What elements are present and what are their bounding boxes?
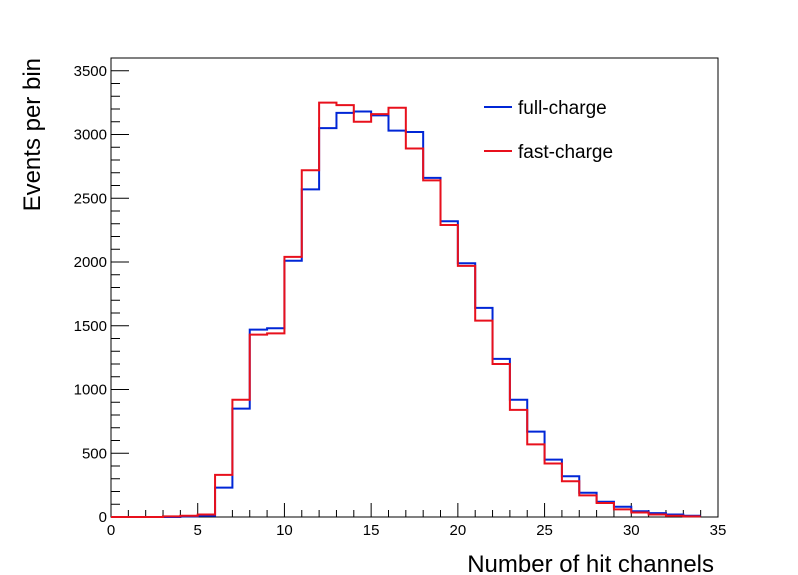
legend-label-fast-charge: fast-charge [518,142,613,163]
x-tick-label: 35 [710,522,727,539]
series-fast-charge-line [111,101,701,518]
y-tick-label: 500 [82,445,107,462]
y-tick-label: 3000 [74,127,107,144]
x-tick-label: 10 [276,522,293,539]
series-group [111,101,701,518]
x-tick-label: 25 [536,522,553,539]
x-axis-title: Number of hit channels [467,551,714,575]
y-axis: 0 500 1000 1500 2000 2500 3000 3500 [74,57,129,526]
y-tick-label: 0 [99,509,107,526]
y-tick-label: 3500 [74,63,107,80]
legend-label-full-charge: full-charge [518,98,607,119]
y-tick-label: 2500 [74,190,107,207]
series-full-charge-line [111,110,701,518]
y-tick-label: 2000 [74,254,107,271]
x-tick-label: 0 [107,522,115,539]
x-tick-label: 20 [450,522,467,539]
legend: full-charge fast-charge [484,98,613,163]
x-axis: 0 5 10 15 20 25 30 35 [107,503,727,539]
y-tick-label: 1500 [74,318,107,335]
x-tick-label: 15 [363,522,380,539]
x-tick-label: 5 [194,522,202,539]
plot-frame [110,57,719,518]
y-tick-label: 1000 [74,382,107,399]
y-axis-title: Events per bin [19,58,46,211]
x-tick-label: 30 [623,522,640,539]
